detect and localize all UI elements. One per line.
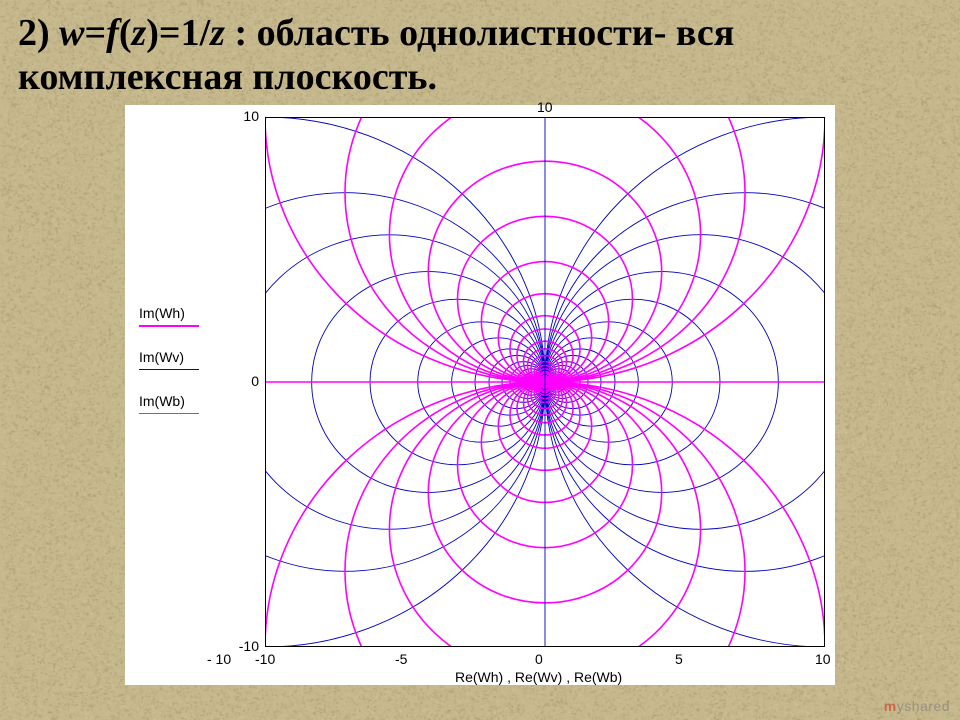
ytick-label: 10 — [243, 108, 259, 124]
legend-label: Im(Wv) — [139, 349, 184, 365]
chart-plot — [265, 117, 825, 647]
xtick-label: -5 — [395, 651, 407, 667]
xtick-label: 10 — [815, 651, 831, 667]
legend-label: Im(Wh) — [139, 305, 185, 321]
xtick-label: 0 — [535, 651, 543, 667]
legend-swatch — [139, 413, 199, 414]
watermark-highlight: m — [884, 698, 897, 714]
legend-label: Im(Wb) — [139, 393, 185, 409]
watermark-rest: yshared — [897, 698, 950, 714]
ytick-label: -10 — [239, 638, 259, 654]
legend-swatch — [139, 369, 199, 370]
chart-figure: -10-50510-1001010- 10Re(Wh) , Re(Wv) , R… — [125, 105, 835, 685]
xtick-label: 5 — [675, 651, 683, 667]
outer-ytick-top: 10 — [537, 99, 553, 115]
slide-title: 2) w=f(z)=1/z : область однолистности- в… — [18, 12, 942, 99]
legend-swatch — [139, 325, 199, 327]
x-axis-label: Re(Wh) , Re(Wv) , Re(Wb) — [455, 669, 622, 685]
outer-ytick-bottom: - 10 — [207, 651, 231, 667]
ytick-label: 0 — [251, 373, 259, 389]
watermark: myshared — [884, 698, 950, 714]
